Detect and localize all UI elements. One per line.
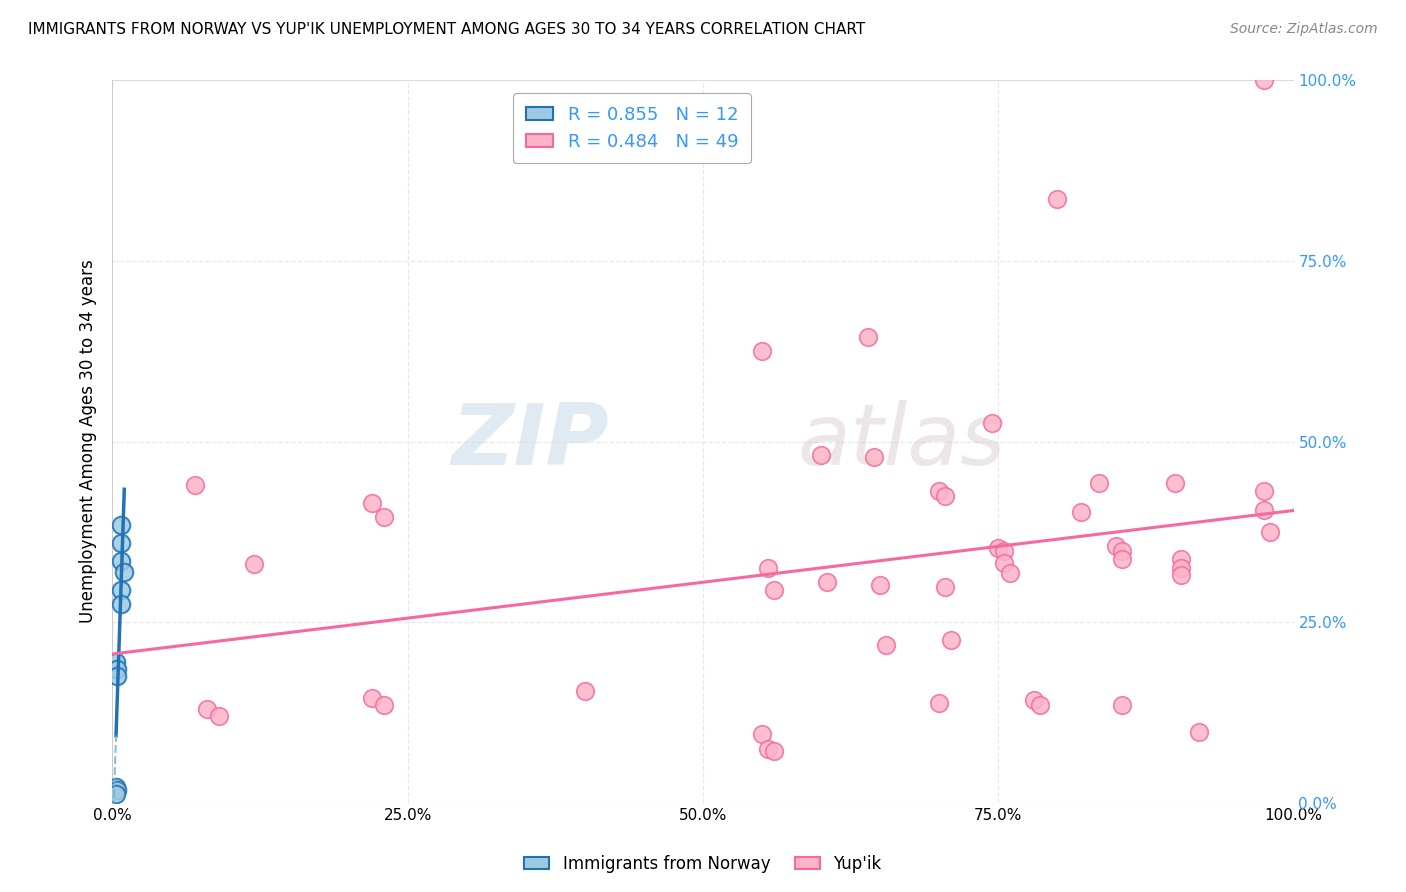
Point xyxy=(1111,544,1133,558)
Text: IMMIGRANTS FROM NORWAY VS YUP'IK UNEMPLOYMENT AMONG AGES 30 TO 34 YEARS CORRELAT: IMMIGRANTS FROM NORWAY VS YUP'IK UNEMPLO… xyxy=(28,22,865,37)
Point xyxy=(1087,476,1109,491)
Point xyxy=(1253,503,1275,517)
Point xyxy=(105,662,128,676)
Point xyxy=(208,709,231,723)
Point xyxy=(1253,73,1275,87)
Text: atlas: atlas xyxy=(797,400,1005,483)
Point xyxy=(110,582,132,597)
Point xyxy=(1188,725,1211,739)
Point xyxy=(1170,568,1192,582)
Point xyxy=(373,698,395,713)
Point xyxy=(858,330,880,344)
Point xyxy=(1253,483,1275,498)
Point xyxy=(574,683,596,698)
Point xyxy=(1105,539,1128,553)
Point xyxy=(869,577,891,591)
Point xyxy=(928,483,950,498)
Point xyxy=(928,696,950,710)
Point xyxy=(110,535,132,549)
Point xyxy=(373,510,395,524)
Point xyxy=(110,597,132,611)
Point xyxy=(105,669,128,683)
Point xyxy=(195,702,218,716)
Point xyxy=(1170,561,1192,575)
Point xyxy=(993,544,1015,558)
Point xyxy=(1111,698,1133,713)
Point xyxy=(1028,698,1050,713)
Point xyxy=(243,558,266,572)
Point xyxy=(815,575,838,590)
Point xyxy=(934,489,956,503)
Point xyxy=(1170,551,1192,566)
Point xyxy=(875,638,897,652)
Point xyxy=(110,554,132,568)
Point xyxy=(993,556,1015,570)
Point xyxy=(184,478,207,492)
Point xyxy=(981,417,1004,431)
Point xyxy=(1258,524,1281,539)
Point xyxy=(105,780,128,794)
Point xyxy=(1070,505,1092,519)
Point xyxy=(934,581,956,595)
Legend: R = 0.855   N = 12, R = 0.484   N = 49: R = 0.855 N = 12, R = 0.484 N = 49 xyxy=(513,93,751,163)
Point xyxy=(1046,193,1069,207)
Point xyxy=(810,448,832,462)
Point xyxy=(751,344,773,359)
Point xyxy=(1022,693,1045,707)
Point xyxy=(1164,476,1187,491)
Point xyxy=(112,565,135,579)
Point xyxy=(105,782,128,797)
Point xyxy=(361,691,384,706)
Point xyxy=(762,744,785,758)
Point xyxy=(1111,551,1133,566)
Point xyxy=(756,741,779,756)
Legend: Immigrants from Norway, Yup'ik: Immigrants from Norway, Yup'ik xyxy=(517,848,889,880)
Point xyxy=(863,450,886,465)
Point xyxy=(105,787,128,801)
Point xyxy=(756,561,779,575)
Y-axis label: Unemployment Among Ages 30 to 34 years: Unemployment Among Ages 30 to 34 years xyxy=(79,260,97,624)
Point xyxy=(361,496,384,510)
Point xyxy=(751,727,773,741)
Point xyxy=(998,566,1021,580)
Text: Source: ZipAtlas.com: Source: ZipAtlas.com xyxy=(1230,22,1378,37)
Point xyxy=(939,633,962,648)
Text: ZIP: ZIP xyxy=(451,400,609,483)
Point xyxy=(105,655,128,669)
Point xyxy=(110,517,132,532)
Point xyxy=(762,582,785,597)
Point xyxy=(987,541,1010,556)
